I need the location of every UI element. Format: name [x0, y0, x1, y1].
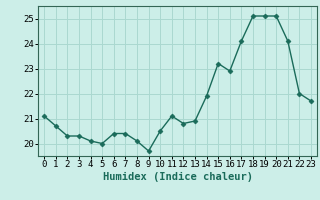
- X-axis label: Humidex (Indice chaleur): Humidex (Indice chaleur): [103, 172, 252, 182]
